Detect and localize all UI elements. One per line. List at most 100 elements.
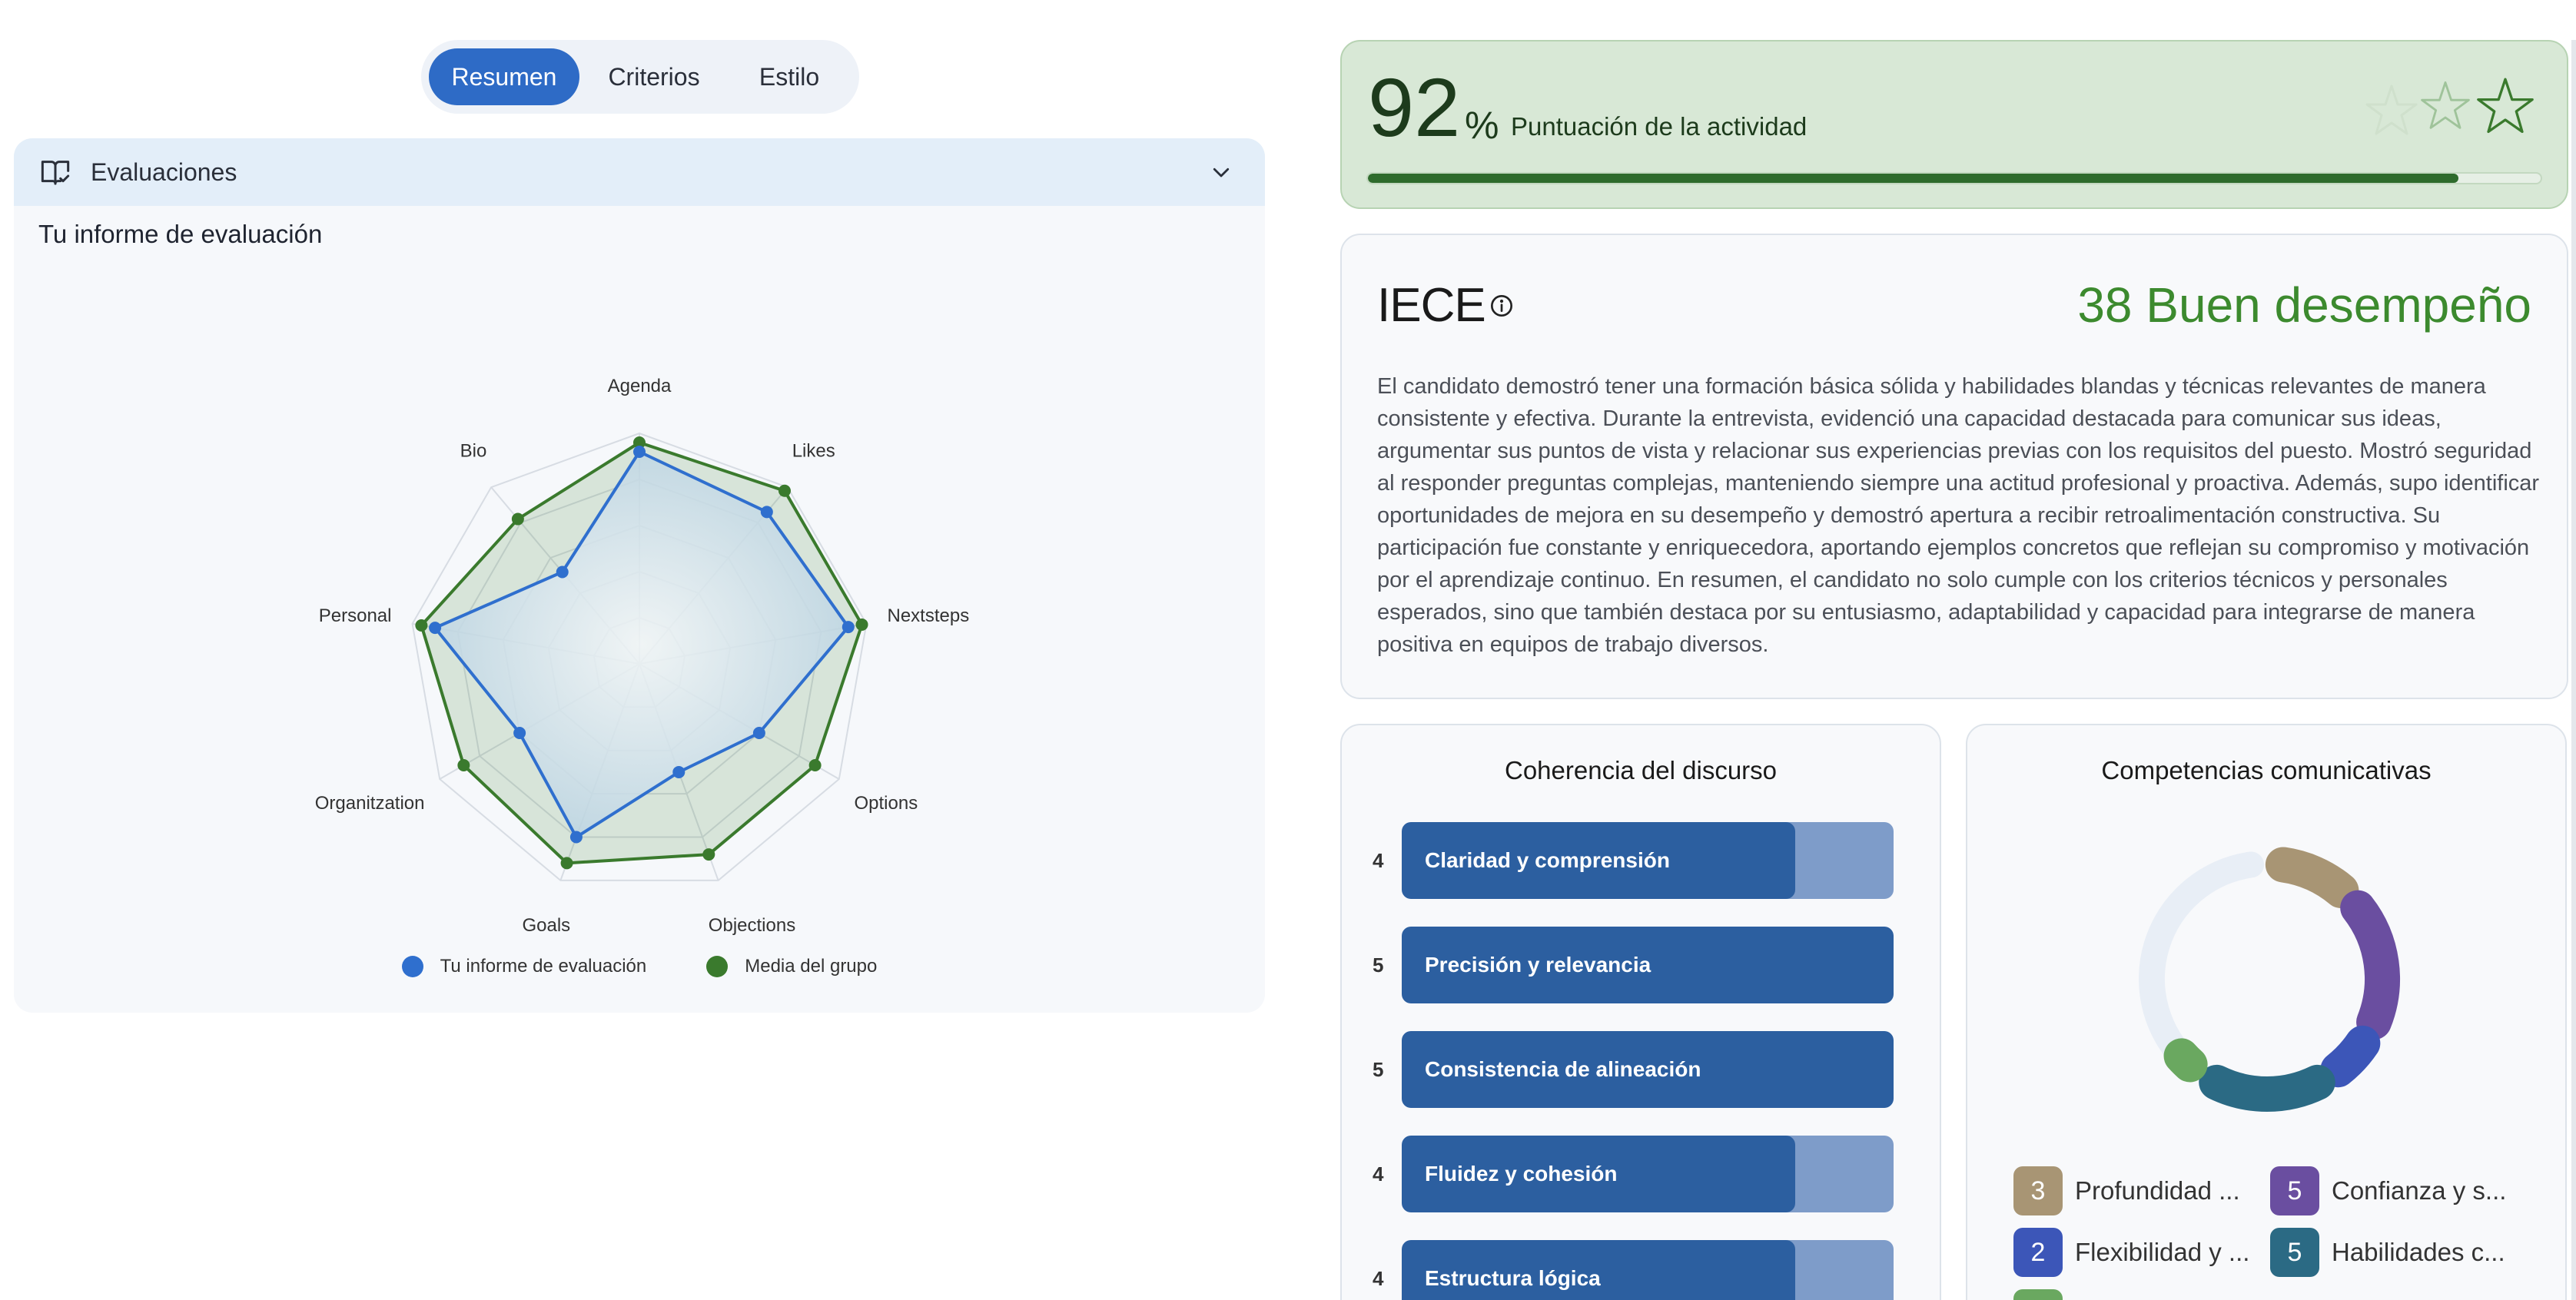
radar-point	[778, 484, 791, 497]
radar-point	[760, 506, 773, 519]
radar-point	[415, 618, 428, 632]
criterion-row: 5 Precisión y relevancia	[1373, 927, 1910, 1003]
radar-axis-label: Likes	[792, 441, 835, 462]
competency-label: Profundidad ...	[2075, 1176, 2240, 1205]
radar-axis-label: Options	[855, 793, 918, 814]
radar-point	[556, 565, 569, 579]
criterion-label: Claridad y comprensión	[1425, 848, 1670, 872]
evaluations-title: Evaluaciones	[91, 158, 237, 186]
criterion-bar-fill	[1402, 1031, 1894, 1108]
competency-score-badge: 3	[2013, 1166, 2063, 1215]
donut-segment[interactable]	[2163, 1038, 2208, 1083]
score-value: 92	[1368, 61, 1461, 154]
radar-point	[457, 759, 470, 771]
donut-track[interactable]	[2139, 851, 2265, 1078]
competencies-donut-chart	[2139, 847, 2400, 1112]
radar-point	[855, 618, 868, 631]
criterion-score: 4	[1373, 848, 1384, 872]
criterion-score: 4	[1373, 1266, 1384, 1290]
competency-score-badge: 2	[2013, 1228, 2063, 1277]
competency-label: Habilidades c...	[2332, 1238, 2505, 1266]
book-check-icon	[41, 161, 70, 185]
iece-card: IECE 38 Buen desempeño El candidato demo…	[1340, 234, 2568, 699]
info-icon[interactable]	[1489, 293, 1514, 318]
radar-axis-label: Organitzation	[315, 793, 425, 814]
radar-grid-ring	[411, 432, 868, 881]
criterion-bar-fill	[1402, 822, 1795, 899]
competency-item[interactable]: 5 Confianza y s...	[2270, 1166, 2506, 1215]
radar-point	[429, 622, 442, 635]
radar-point	[513, 727, 526, 739]
competencies-title: Competencias comunicativas	[2101, 756, 2432, 784]
radar-point	[702, 848, 715, 861]
radar-point	[752, 727, 765, 739]
tab-resumen[interactable]: Resumen	[429, 48, 579, 105]
radar-point	[672, 765, 685, 778]
evaluations-panel: Evaluaciones Tu informe de evaluación Ag…	[14, 138, 1265, 1013]
legend-item-report[interactable]: Tu informe de evaluación	[401, 956, 647, 977]
criterion-bar[interactable]: Estructura lógica	[1402, 1240, 1894, 1300]
competency-item[interactable]: 2 Flexibilidad y ...	[2013, 1228, 2249, 1277]
activity-score-card: 92 % Puntuación de la actividad	[1340, 40, 2568, 209]
competency-item[interactable]	[2013, 1289, 2075, 1300]
radar-series-report-area	[433, 450, 850, 839]
competency-score-badge: 5	[2270, 1166, 2319, 1215]
star-icon	[2421, 81, 2470, 129]
score-progress-bar	[1366, 172, 2542, 184]
score-unit: %	[1465, 104, 1499, 147]
chevron-down-icon[interactable]	[1210, 161, 1233, 184]
donut-segment[interactable]	[2199, 1064, 2335, 1112]
radar-point	[560, 857, 573, 870]
evaluations-accordion-header[interactable]: Evaluaciones	[14, 138, 1265, 206]
legend-dot-report	[401, 956, 423, 977]
coherence-card: Coherencia del discurso 4 Claridad y com…	[1340, 724, 1941, 1300]
criterion-label: Fluidez y cohesión	[1425, 1162, 1618, 1186]
criterion-bar-fill	[1402, 1136, 1795, 1212]
competencies-card: Competencias comunicativas 3 Profundidad…	[1966, 724, 2567, 1300]
legend-item-group[interactable]: Media del grupo	[706, 956, 877, 977]
criterion-row: 5 Consistencia de alineación	[1373, 1031, 1910, 1108]
criterion-score: 5	[1373, 1057, 1384, 1081]
tab-criterios[interactable]: Criterios	[608, 62, 700, 91]
criterion-label: Estructura lógica	[1425, 1266, 1601, 1290]
radar-axis-label: Nextsteps	[888, 605, 970, 626]
chart-legend: Tu informe de evaluación Media del grupo	[14, 956, 1265, 977]
criterion-label: Consistencia de alineación	[1425, 1057, 1701, 1081]
competency-label: Confianza y s...	[2332, 1176, 2507, 1205]
score-label: Puntuación de la actividad	[1511, 112, 1808, 141]
competency-score-badge: 5	[2270, 1228, 2319, 1277]
criterion-label: Precisión y relevancia	[1425, 953, 1651, 977]
score-progress-fill	[1368, 174, 2459, 183]
criterion-score: 4	[1373, 1162, 1384, 1186]
competency-item[interactable]: 5 Habilidades c...	[2270, 1228, 2505, 1277]
star-icon	[2365, 85, 2418, 135]
competency-score-badge	[2013, 1289, 2063, 1300]
legend-label-group: Media del grupo	[745, 956, 878, 977]
donut-segment[interactable]	[2340, 890, 2400, 1040]
criterion-bar[interactable]: Precisión y relevancia	[1402, 927, 1894, 1003]
criterion-row: 4 Estructura lógica	[1373, 1240, 1910, 1300]
donut-segment[interactable]	[2320, 1025, 2381, 1088]
criterion-bar[interactable]: Consistencia de alineación	[1402, 1031, 1894, 1108]
iece-score: 38 Buen desempeño	[2077, 277, 2531, 333]
radar-axis-label: Bio	[460, 441, 487, 462]
criterion-bar[interactable]: Fluidez y cohesión	[1402, 1136, 1894, 1212]
radar-point	[808, 759, 822, 771]
competency-item[interactable]: 3 Profundidad ...	[2013, 1166, 2240, 1215]
legend-label-report: Tu informe de evaluación	[440, 956, 647, 977]
donut-segment[interactable]	[2265, 847, 2359, 909]
radar-point	[633, 436, 646, 449]
radar-axis-label: Objections	[709, 915, 795, 936]
criterion-bar[interactable]: Claridad y comprensión	[1402, 822, 1894, 899]
star-rating-icon	[2365, 78, 2534, 135]
criterion-bar-fill	[1402, 927, 1894, 1003]
radar-svg: Agenda Likes Nextsteps Options Objections Goa…	[315, 376, 970, 936]
page-scrollbar[interactable]	[2571, 40, 2576, 1300]
tab-estilo[interactable]: Estilo	[759, 62, 820, 91]
criterion-score: 5	[1373, 953, 1384, 977]
radar-point	[511, 512, 524, 526]
radar-point	[633, 446, 646, 458]
iece-title: IECE	[1377, 279, 1486, 332]
criterion-row: 4 Claridad y comprensión	[1373, 822, 1910, 899]
radar-axis-label: Agenda	[608, 376, 672, 396]
